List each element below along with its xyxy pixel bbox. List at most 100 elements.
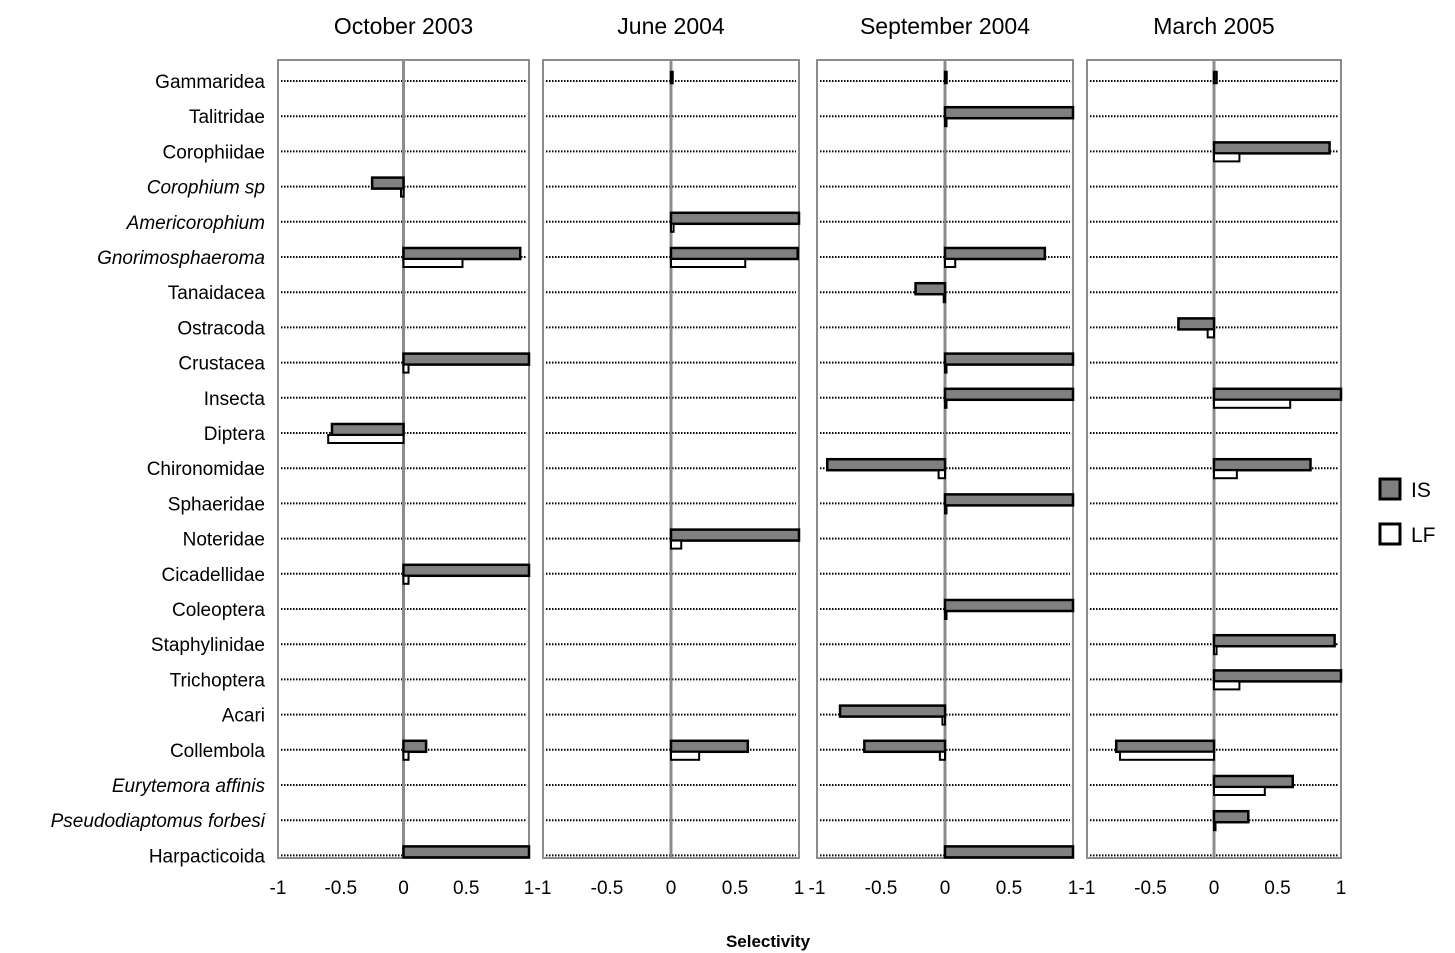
bar-is	[370, 176, 405, 190]
bar-is	[669, 528, 801, 542]
x-tick-label: 0.5	[453, 878, 479, 899]
bar-lf	[1213, 398, 1292, 409]
x-tick-label: -0.5	[1134, 878, 1167, 899]
bar-lf	[1213, 786, 1266, 796]
bar-is	[838, 704, 947, 718]
category-labels: Gammaridea Talitridae Corophiidae Corophium…	[51, 72, 266, 867]
bar-lf	[944, 398, 948, 409]
bar-lf	[938, 750, 947, 761]
bar-is	[1212, 141, 1331, 155]
category-label: Collembola	[170, 741, 265, 762]
bar-lf	[402, 574, 410, 585]
panel-title: September 2004	[860, 13, 1030, 39]
panel: June 2004 -1 -0.5 0 0.5 1	[535, 13, 805, 899]
bar-is	[402, 845, 531, 859]
x-tick-label: 0	[666, 878, 677, 899]
legend: IS LF	[1378, 477, 1436, 547]
bar-lf	[1213, 821, 1217, 832]
bar-is	[1212, 774, 1294, 789]
bar-is	[1177, 317, 1216, 331]
category-label: Cicadellidae	[161, 565, 265, 586]
bar-lf	[944, 258, 957, 268]
bar-lf	[1213, 469, 1238, 480]
category-label: Corophium sp	[147, 178, 265, 199]
bar-is	[825, 457, 947, 472]
bar-lf	[399, 187, 405, 198]
bar-is	[669, 70, 674, 85]
x-tick-label: -0.5	[324, 878, 357, 899]
category-label: Sphaeridae	[168, 494, 265, 515]
x-tick-label: 0.5	[996, 878, 1022, 899]
bar-is	[1212, 457, 1312, 472]
bar-is	[863, 739, 947, 754]
panel: October 2003 -1 -0.5 0 0.5 1	[270, 13, 535, 899]
bar-is	[330, 422, 405, 437]
bar-lf	[944, 363, 948, 374]
legend-label-is: IS	[1411, 479, 1431, 502]
x-tick-label: -0.5	[591, 878, 624, 899]
x-tick-label: -1	[1079, 878, 1096, 899]
bar-lf	[941, 715, 947, 726]
x-tick-label: 0	[940, 878, 951, 899]
category-label: Acari	[222, 706, 265, 727]
category-label: Eurytemora affinis	[112, 776, 266, 797]
bar-is	[1212, 669, 1343, 683]
category-label: Noteridae	[183, 530, 265, 551]
bar-is	[943, 845, 1075, 859]
panel: September 2004 -1 -0.5 0 0.5 1	[809, 13, 1079, 899]
bar-is	[943, 246, 1047, 261]
category-label: Ostracoda	[177, 318, 265, 339]
legend-swatch-is	[1378, 477, 1402, 501]
bar-lf	[670, 222, 675, 233]
category-label: Staphylinidae	[151, 635, 265, 656]
x-tick-label: 1	[1068, 878, 1079, 899]
chart-panels: October 2003 -1 -0.5 0 0.5 1 June 2004 -1 -0.5 0 0…	[270, 13, 1347, 899]
bar-lf	[402, 258, 464, 268]
category-label: Talitridae	[189, 107, 265, 128]
bar-is	[943, 387, 1075, 402]
bar-is	[1212, 387, 1343, 402]
category-label: Pseudodiaptomus forbesi	[51, 811, 266, 832]
x-tick-label: 1	[1336, 878, 1347, 899]
legend-label-lf: LF	[1411, 524, 1436, 547]
bar-is	[402, 246, 522, 261]
category-label: Tanaidacea	[168, 283, 266, 304]
bar-lf	[944, 117, 948, 128]
bar-is	[669, 246, 799, 261]
panel-title: October 2003	[334, 13, 473, 39]
legend-swatch-lf	[1378, 522, 1402, 546]
bar-lf	[1213, 152, 1241, 163]
bar-lf	[670, 258, 747, 268]
panel: March 2005 -1 -0.5 0 0.5 1	[1079, 13, 1347, 899]
panel-title: June 2004	[617, 13, 725, 39]
bar-lf	[944, 504, 948, 515]
category-label: Crustacea	[178, 354, 265, 375]
x-tick-label: 1	[794, 878, 805, 899]
x-tick-label: 0.5	[1264, 878, 1290, 899]
bar-lf	[942, 293, 947, 304]
category-label: Gammaridea	[155, 72, 265, 93]
bar-is	[943, 70, 948, 85]
bar-is	[1212, 70, 1218, 85]
x-tick-label: 0	[398, 878, 409, 899]
x-tick-label: 0.5	[722, 878, 748, 899]
category-label: Diptera	[204, 424, 266, 445]
bar-is	[402, 563, 531, 578]
x-tick-label: -0.5	[865, 878, 898, 899]
bar-is	[1212, 633, 1336, 648]
x-tick-label: -1	[270, 878, 287, 899]
category-label: Trichoptera	[170, 670, 266, 691]
bar-is	[1114, 739, 1216, 754]
category-label: Coleoptera	[172, 600, 265, 621]
x-tick-label: -1	[535, 878, 552, 899]
category-label: Chironomidae	[147, 459, 265, 480]
bar-lf	[670, 750, 701, 761]
bar-is	[402, 739, 428, 754]
bar-is	[669, 739, 750, 754]
category-label: Harpacticoida	[149, 846, 266, 867]
bar-is	[943, 598, 1075, 613]
category-label: Corophiidae	[163, 142, 265, 163]
bar-is	[943, 105, 1075, 120]
bar-is	[914, 281, 947, 296]
bar-is	[943, 493, 1075, 507]
